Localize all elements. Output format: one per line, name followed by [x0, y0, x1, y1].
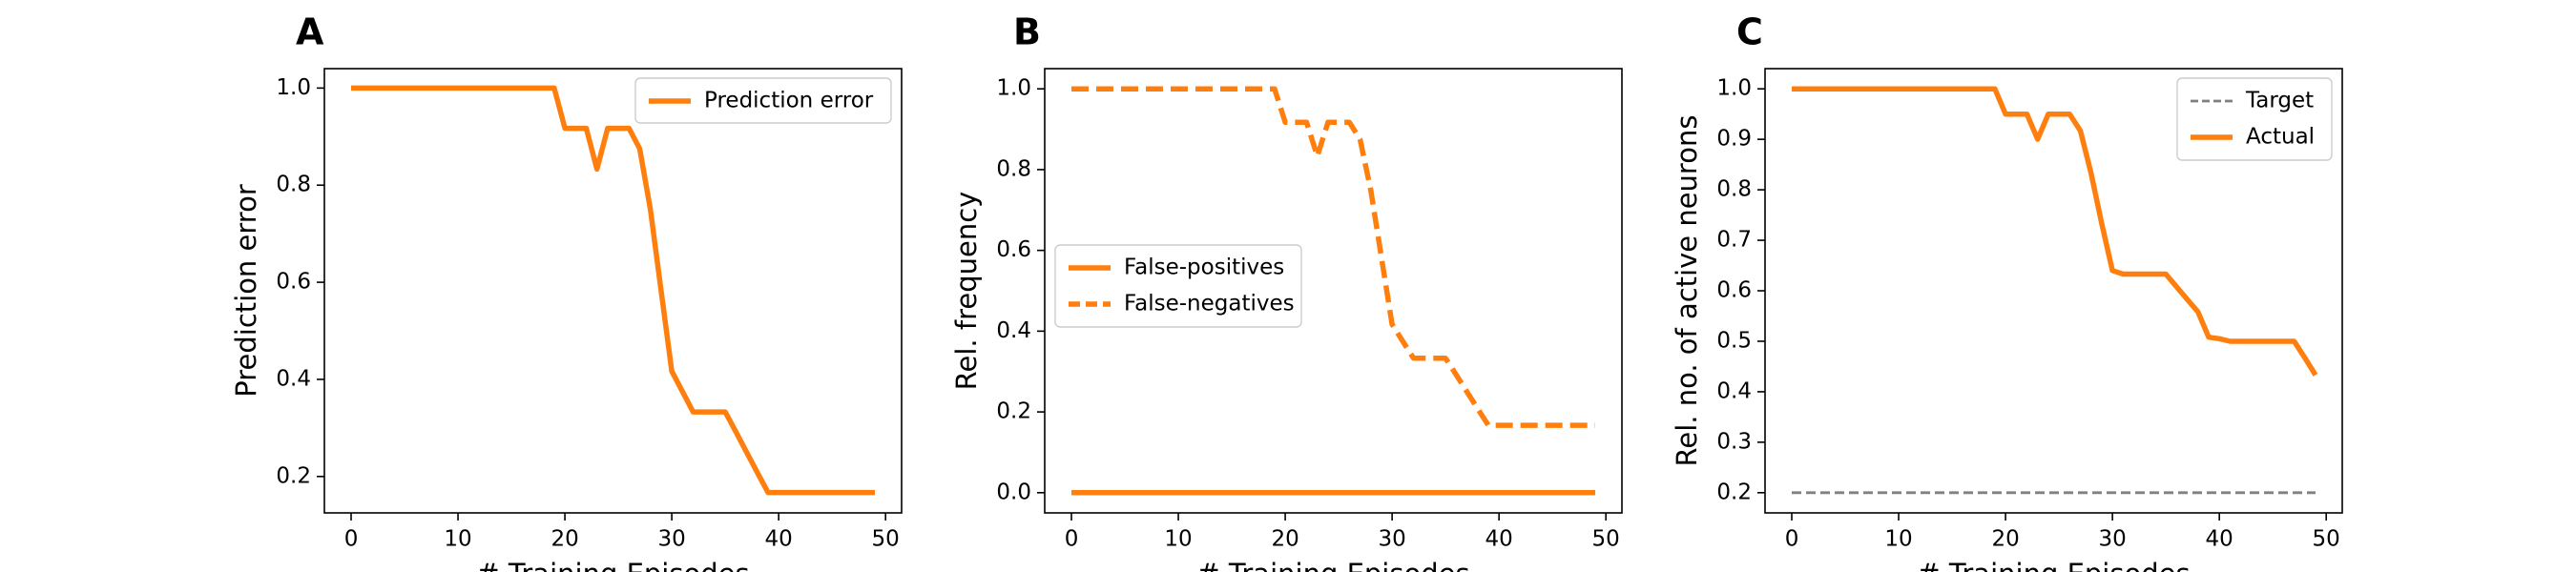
x-tick-label: 0 [344, 527, 359, 552]
y-tick-label: 0.4 [1716, 378, 1752, 403]
x-tick-label: 10 [444, 527, 471, 552]
y-tick-label: 1.0 [276, 75, 311, 100]
x-tick-label: 40 [765, 527, 793, 552]
legend-label: Target [2245, 89, 2314, 113]
x-tick-label: 50 [1592, 527, 1620, 552]
x-tick-label: 50 [2313, 527, 2340, 552]
x-tick-label: 0 [1065, 527, 1079, 552]
x-tick-label: 50 [872, 527, 900, 552]
panel-letter: B [1013, 11, 1041, 53]
y-tick-label: 0.8 [276, 173, 311, 197]
x-tick-label: 30 [657, 527, 685, 552]
y-axis-label: Prediction error [230, 184, 262, 398]
y-tick-label: 0.2 [276, 463, 311, 488]
x-tick-label: 10 [1884, 527, 1912, 552]
y-tick-label: 0.8 [996, 156, 1031, 181]
y-tick-label: 0.5 [1716, 328, 1752, 353]
x-tick-label: 20 [1991, 527, 2019, 552]
legend: False-positives False-negatives [1054, 244, 1302, 328]
y-tick-label: 0.9 [1716, 127, 1752, 152]
y-tick-label: 0.7 [1716, 228, 1752, 253]
panel-letter: A [296, 11, 324, 53]
y-tick-label: 0.4 [276, 366, 311, 391]
series-line-actual [1792, 86, 2318, 377]
axes-frame [1044, 68, 1623, 514]
legend-label: False-positives [1124, 255, 1284, 280]
y-axis-label: Rel. frequency [950, 192, 983, 391]
panel-letter: C [1736, 11, 1763, 53]
x-tick-label: 30 [1378, 527, 1405, 552]
y-tick-label: 1.0 [996, 76, 1031, 101]
series-line-false-negatives [1071, 86, 1595, 428]
y-tick-label: 0.2 [1716, 480, 1752, 504]
x-axis-label: # Training Episodes [476, 558, 749, 572]
axes-frame [323, 68, 903, 514]
x-tick-label: 20 [551, 527, 578, 552]
y-tick-label: 0.6 [1716, 278, 1752, 303]
x-axis-label: # Training Episodes [1196, 558, 1469, 572]
y-axis-label: Rel. no. of active neurons [1671, 115, 1703, 467]
y-tick-label: 0.8 [1716, 177, 1752, 202]
legend-box [634, 77, 892, 124]
legend-label: Actual [2246, 125, 2315, 150]
y-tick-label: 0.6 [996, 237, 1031, 262]
x-axis-label: # Training Episodes [1917, 558, 2190, 572]
panel-b: B 0 10 20 30 40 50 0.0 0.2 0.4 0.6 0.8 1.0 # Training… [950, 11, 1623, 572]
x-tick-label: 30 [2098, 527, 2126, 552]
legend-label: False-negatives [1124, 292, 1295, 317]
x-tick-label: 20 [1271, 527, 1298, 552]
x-tick-label: 40 [1485, 527, 1513, 552]
x-tick-label: 40 [2206, 527, 2233, 552]
y-tick-label: 0.2 [996, 399, 1031, 424]
y-tick-label: 0.3 [1716, 429, 1752, 454]
y-tick-label: 0.6 [276, 270, 311, 295]
legend-label: Prediction error [704, 89, 874, 113]
y-tick-label: 0.0 [996, 480, 1031, 504]
series-line-prediction-error [351, 85, 875, 496]
legend: Prediction error [634, 77, 892, 124]
legend-box [1054, 244, 1302, 328]
y-tick-label: 0.4 [996, 318, 1031, 343]
legend: Target Actual [2176, 77, 2333, 161]
panel-c: C 0 10 20 30 40 50 0.2 0.3 0.4 0.5 0.6 0.7 0.8 0.9 1.0 #… [1671, 11, 2343, 572]
panel-a: A 0 10 20 30 40 50 0.2 0.4 0.6 0.8 1.0 # Training Ep… [230, 11, 903, 572]
x-tick-label: 0 [1785, 527, 1799, 552]
y-tick-label: 1.0 [1716, 76, 1752, 101]
x-tick-label: 10 [1164, 527, 1192, 552]
